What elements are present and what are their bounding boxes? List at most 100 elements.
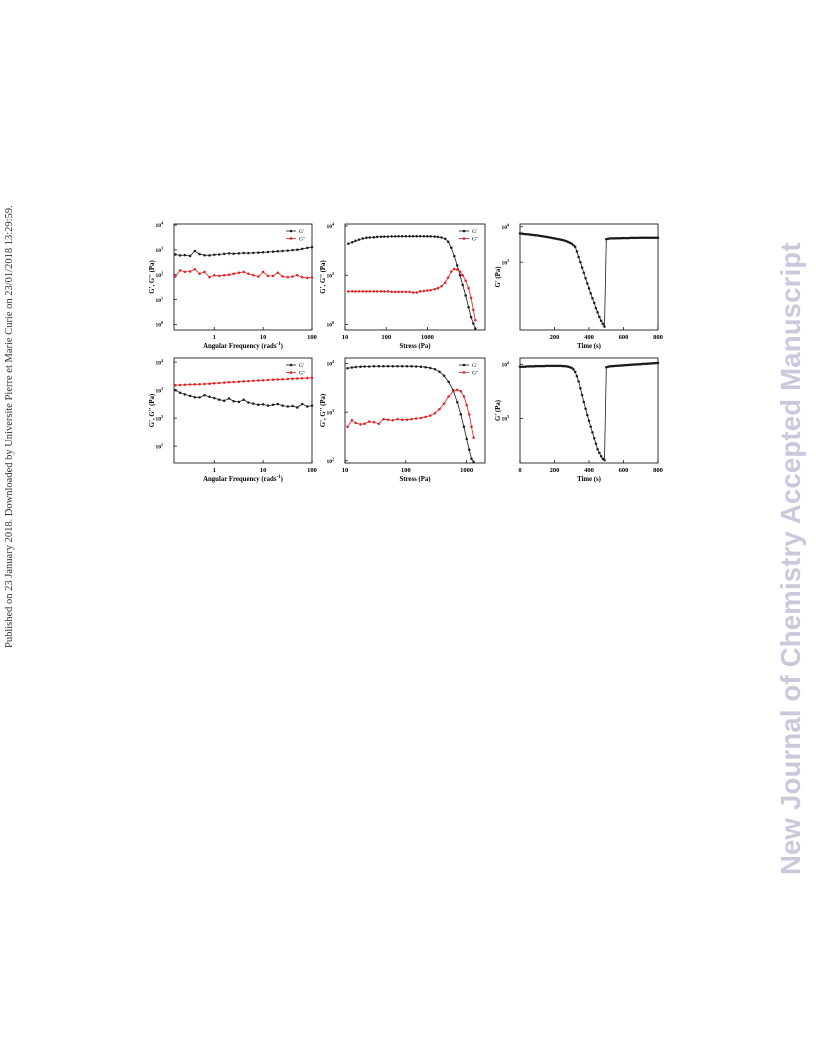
data-point bbox=[617, 236, 620, 240]
data-point bbox=[232, 400, 235, 403]
data-point bbox=[404, 290, 408, 294]
data-point bbox=[656, 361, 660, 365]
y-tick-label: 103 bbox=[502, 414, 510, 423]
data-point bbox=[252, 402, 255, 405]
data-point bbox=[418, 290, 422, 293]
series-line bbox=[520, 362, 658, 461]
data-point bbox=[354, 239, 357, 243]
data-point bbox=[383, 290, 386, 293]
data-point bbox=[459, 389, 463, 393]
data-point bbox=[630, 363, 634, 366]
data-point bbox=[203, 253, 206, 257]
data-point bbox=[596, 447, 599, 451]
data-point bbox=[306, 405, 309, 408]
data-point bbox=[467, 286, 470, 290]
data-point bbox=[174, 383, 177, 387]
data-point bbox=[203, 382, 206, 386]
data-point bbox=[276, 250, 280, 253]
data-point bbox=[271, 274, 275, 278]
data-point bbox=[300, 275, 304, 279]
data-point bbox=[573, 370, 577, 374]
data-point bbox=[396, 417, 399, 421]
data-point bbox=[414, 417, 418, 420]
x-tick-label: 100 bbox=[381, 334, 391, 341]
data-point bbox=[456, 388, 459, 391]
legend-label: G' bbox=[472, 363, 477, 369]
data-point bbox=[247, 379, 250, 383]
data-point bbox=[617, 364, 620, 367]
x-tick-label: 600 bbox=[619, 334, 629, 341]
data-point bbox=[418, 235, 422, 238]
y-tick-label: 104 bbox=[327, 359, 335, 368]
series-g-prime bbox=[518, 232, 660, 328]
data-point bbox=[227, 273, 231, 277]
y-tick-label: 100 bbox=[156, 320, 164, 329]
data-point bbox=[469, 315, 473, 319]
legend-marker bbox=[462, 237, 466, 240]
data-point bbox=[217, 381, 221, 385]
series-g-double-prime bbox=[346, 388, 475, 439]
series-g-prime bbox=[346, 364, 475, 464]
data-point bbox=[561, 364, 565, 368]
data-point bbox=[350, 366, 354, 369]
data-point bbox=[252, 274, 255, 277]
plot-frame bbox=[519, 357, 659, 464]
plot-frame bbox=[519, 223, 659, 331]
data-point bbox=[257, 403, 260, 407]
data-point bbox=[572, 244, 575, 247]
data-point bbox=[198, 382, 201, 386]
data-point bbox=[296, 406, 299, 409]
data-point bbox=[365, 236, 368, 240]
data-point bbox=[252, 251, 255, 255]
data-point bbox=[455, 268, 459, 271]
legend-marker bbox=[462, 363, 466, 367]
data-point bbox=[464, 294, 467, 297]
data-point bbox=[580, 266, 584, 269]
series-line bbox=[347, 365, 474, 463]
series-g-prime bbox=[174, 388, 314, 409]
data-point bbox=[582, 271, 586, 275]
data-point bbox=[433, 411, 437, 415]
legend-marker bbox=[289, 371, 293, 374]
legend-label: G'' bbox=[472, 371, 478, 377]
data-point bbox=[276, 271, 280, 275]
data-point bbox=[572, 368, 575, 371]
data-point bbox=[266, 274, 270, 278]
data-point bbox=[411, 291, 415, 294]
data-point bbox=[346, 367, 349, 370]
data-point bbox=[587, 287, 591, 290]
data-point bbox=[570, 366, 574, 370]
data-point bbox=[377, 422, 381, 425]
data-point bbox=[208, 382, 211, 385]
y-tick-label: 104 bbox=[327, 222, 335, 231]
data-point bbox=[217, 253, 221, 256]
data-point bbox=[291, 248, 294, 252]
data-point bbox=[594, 306, 598, 310]
data-point bbox=[286, 377, 290, 381]
data-point bbox=[361, 237, 365, 240]
data-point bbox=[577, 255, 580, 259]
data-point bbox=[603, 325, 606, 328]
data-point bbox=[400, 364, 404, 368]
data-point bbox=[429, 288, 432, 292]
x-tick-label: 400 bbox=[584, 334, 594, 341]
data-point bbox=[611, 237, 615, 240]
data-point bbox=[419, 365, 423, 368]
y-axis-label: G' (Pa) bbox=[495, 400, 502, 421]
y-tick-label: 101 bbox=[156, 442, 164, 451]
data-point bbox=[351, 240, 354, 244]
data-point bbox=[281, 377, 284, 381]
data-point bbox=[242, 398, 245, 402]
data-point bbox=[436, 235, 440, 239]
data-point bbox=[227, 381, 231, 384]
data-point bbox=[203, 270, 206, 274]
data-point bbox=[400, 290, 404, 294]
x-tick-label: 200 bbox=[550, 467, 560, 474]
data-point bbox=[232, 252, 235, 255]
data-point bbox=[447, 380, 450, 384]
data-point bbox=[266, 378, 270, 382]
data-point bbox=[227, 252, 231, 255]
data-point bbox=[242, 251, 245, 255]
data-point bbox=[247, 401, 250, 404]
data-point bbox=[261, 403, 265, 406]
